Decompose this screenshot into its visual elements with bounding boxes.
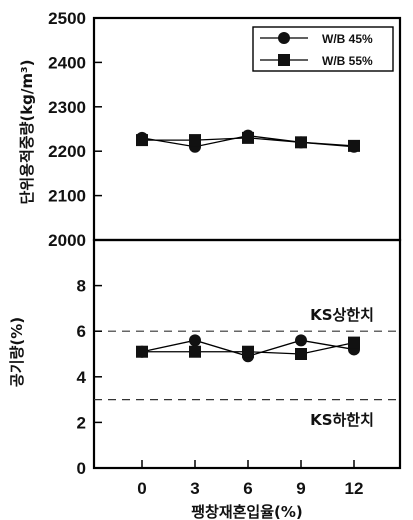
y-tick-label: 2400 bbox=[48, 53, 86, 72]
top-y-axis-label: 단위용적중량(kg/m³) bbox=[18, 60, 36, 205]
y-tick-label: 2000 bbox=[48, 231, 86, 250]
y-tick-label: 0 bbox=[77, 459, 86, 478]
point-wb45 bbox=[295, 334, 307, 347]
point-wb55 bbox=[348, 336, 360, 349]
legend-box bbox=[252, 26, 394, 72]
y-tick-label: 2100 bbox=[48, 187, 86, 206]
x-tick-label: 9 bbox=[296, 479, 305, 498]
y-tick-label: 2 bbox=[77, 413, 86, 432]
legend-marker-circle bbox=[278, 32, 290, 44]
point-wb55 bbox=[136, 345, 148, 358]
x-tick-label: 6 bbox=[243, 479, 252, 498]
legend-label-55: W/B 55% bbox=[322, 54, 373, 68]
x-tick-label: 12 bbox=[345, 479, 364, 498]
y-tick-label: 8 bbox=[77, 277, 86, 296]
y-tick-label: 6 bbox=[77, 322, 86, 341]
y-tick-label: 4 bbox=[77, 368, 87, 387]
legend: W/B 45% W/B 55% bbox=[252, 26, 394, 72]
ks-lower-label: KS하한치 bbox=[310, 411, 374, 429]
bottom-y-ticks: 0 2 4 6 8 bbox=[77, 277, 102, 478]
x-tick-label: 0 bbox=[137, 479, 146, 498]
point-wb55 bbox=[295, 136, 307, 149]
point-wb55 bbox=[189, 345, 201, 358]
x-ticks: 0 3 6 9 12 bbox=[137, 460, 363, 498]
x-tick-label: 3 bbox=[190, 479, 199, 498]
x-axis-label: 팽창재혼입율(%) bbox=[191, 503, 303, 520]
bottom-panel: 0 2 4 6 8 0 3 6 9 12 공기량(%) KS상한치 KS하한치 팽창재혼입율(%… bbox=[8, 238, 402, 520]
bottom-y-axis-label: 공기량(%) bbox=[8, 317, 26, 387]
bottom-series-markers bbox=[136, 334, 360, 363]
legend-label-45: W/B 45% bbox=[322, 32, 373, 46]
y-tick-label: 2500 bbox=[48, 9, 86, 28]
top-series-markers bbox=[136, 129, 360, 153]
point-wb55 bbox=[136, 134, 148, 147]
point-wb55 bbox=[189, 134, 201, 147]
point-wb55 bbox=[242, 345, 254, 358]
point-wb55 bbox=[348, 139, 360, 152]
ks-upper-label: KS상한치 bbox=[310, 306, 374, 324]
y-tick-label: 2300 bbox=[48, 98, 86, 117]
point-wb55 bbox=[295, 348, 307, 360]
top-y-ticks: 2000 2100 2200 2300 2400 2500 bbox=[48, 9, 102, 250]
bottom-plot-frame bbox=[92, 238, 402, 470]
reference-lines bbox=[94, 330, 400, 401]
y-tick-label: 2200 bbox=[48, 142, 86, 161]
top-panel: 2000 2100 2200 2300 2400 2500 단위용적중량(kg/m³) W… bbox=[18, 9, 402, 250]
point-wb55 bbox=[242, 131, 254, 144]
legend-marker-square bbox=[278, 54, 290, 66]
point-wb45 bbox=[189, 334, 201, 347]
